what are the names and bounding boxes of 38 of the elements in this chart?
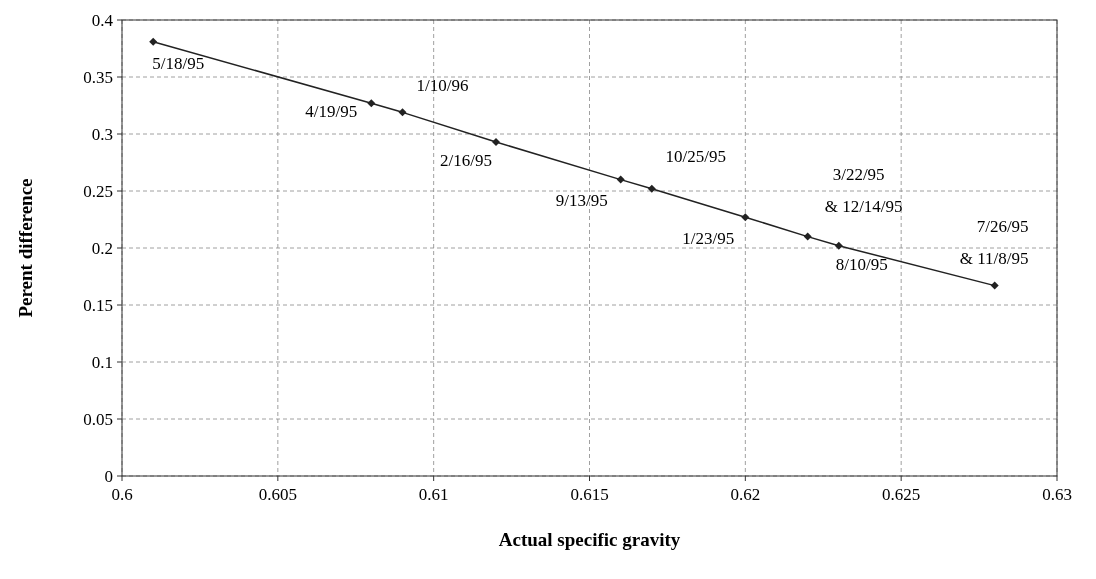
- annotation: 10/25/95: [665, 146, 727, 166]
- annotation: 4/19/95: [305, 102, 358, 122]
- y-tick-label: 0.2: [91, 238, 113, 258]
- x-tick-label: 0.625: [882, 485, 921, 504]
- point: [398, 108, 407, 117]
- annotation: 8/10/95: [835, 254, 888, 274]
- x-tick-label: 0.615: [570, 485, 609, 504]
- point: [647, 184, 656, 193]
- x-tick-label: 0.62: [730, 485, 761, 504]
- point: [803, 232, 812, 241]
- x-tick-label: 0.63: [1042, 485, 1072, 504]
- point: [741, 213, 750, 222]
- point: [616, 175, 625, 184]
- point: [367, 99, 376, 108]
- y-tick-label: 0.3: [91, 124, 113, 144]
- point: [149, 37, 158, 46]
- point: [990, 281, 999, 290]
- y-tick-label: 0: [104, 466, 113, 486]
- point: [492, 137, 500, 146]
- y-tick-label: 0.05: [83, 409, 113, 429]
- y-tick-label: 0.15: [83, 295, 113, 315]
- annotation: 9/13/95: [555, 190, 608, 210]
- x-tick-label: 0.6: [111, 485, 133, 504]
- annotation: 2/16/95: [440, 150, 492, 170]
- x-tick-label: 0.605: [258, 485, 297, 504]
- annotation: 7/26/95 & 11/8/95: [959, 216, 1029, 268]
- annotation: 1/23/95: [682, 229, 735, 249]
- annotation: 3/22/95 & 12/14/95: [824, 164, 903, 216]
- point: [834, 241, 843, 250]
- annotation: 5/18/95: [152, 53, 205, 73]
- annotation: 1/10/96: [416, 76, 469, 96]
- y-axis-title: Perent difference: [15, 178, 36, 318]
- y-tick-label: 0.35: [83, 67, 113, 87]
- x-axis-title: Actual specific gravity: [498, 529, 681, 550]
- y-tick-label: 0.1: [91, 352, 113, 372]
- x-tick-label: 0.61: [418, 485, 449, 504]
- y-tick-label: 0.4: [91, 10, 114, 30]
- y-tick-label: 0.25: [83, 181, 113, 201]
